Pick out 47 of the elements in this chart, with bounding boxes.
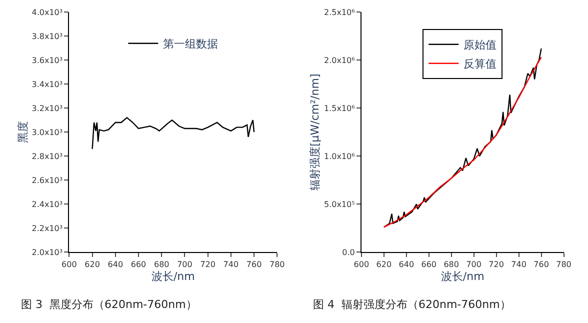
y-tick-label: 2.4x10³ (32, 200, 63, 209)
x-tick-label: 780 (556, 260, 572, 269)
y-tick-label: 2.2x10³ (32, 224, 63, 233)
y-tick-label: 0.0 (342, 248, 355, 257)
y-axis-title: 辐射强度[μW/cm²/nm] (308, 74, 322, 190)
legend-label: 反算值 (464, 58, 497, 71)
y-tick-label: 3.0x10³ (32, 128, 63, 137)
x-tick-label: 700 (466, 260, 482, 269)
y-tick-label: 3.8x10³ (32, 32, 63, 41)
x-tick-label: 740 (511, 260, 526, 269)
y-tick-label: 3.2x10³ (32, 104, 63, 113)
y-tick-label: 4.0x10³ (32, 8, 63, 17)
y-axis-title: 黑度 (16, 121, 30, 144)
x-axis-title: 波长/nm (151, 270, 195, 283)
x-tick-label: 660 (421, 260, 437, 269)
x-tick-label: 600 (62, 260, 77, 269)
line-series (92, 117, 255, 150)
x-tick-label: 740 (223, 260, 239, 269)
y-tick-label: 5.0x10⁵ (324, 200, 355, 209)
x-tick-label: 720 (200, 260, 216, 269)
x-tick-label: 780 (270, 260, 285, 269)
y-tick-label: 2.6x10³ (32, 176, 63, 185)
x-tick-label: 720 (488, 260, 504, 269)
x-tick-label: 600 (354, 260, 370, 269)
caption: 图 4 辐射强度分布（620nm-760nm） (313, 298, 511, 311)
x-tick-label: 680 (444, 260, 459, 269)
legend-label: 原始值 (464, 38, 497, 52)
x-tick-label: 620 (376, 260, 392, 269)
y-tick-label: 2.5x10⁶ (324, 8, 355, 17)
y-tick-label: 2.0x10³ (32, 248, 63, 257)
y-tick-label: 1.5x10⁶ (324, 104, 355, 113)
legend-label: 第一组数据 (163, 38, 218, 51)
y-tick-label: 1.0x10⁶ (324, 152, 355, 161)
x-tick-label: 640 (108, 260, 124, 269)
x-tick-label: 640 (398, 260, 414, 269)
x-tick-label: 660 (130, 260, 146, 269)
x-tick-label: 760 (534, 260, 549, 269)
y-tick-label: 3.4x10³ (32, 80, 63, 89)
x-tick-label: 700 (177, 260, 192, 269)
x-axis-title: 波长/nm (440, 270, 484, 283)
y-tick-label: 3.6x10³ (32, 56, 63, 65)
x-tick-label: 680 (154, 260, 170, 269)
y-tick-label: 2.0x10⁶ (324, 56, 355, 65)
x-tick-label: 760 (246, 260, 262, 269)
y-tick-label: 2.8x10³ (32, 152, 63, 161)
caption: 图 3 黑度分布（620nm-760nm） (21, 298, 197, 311)
x-tick-label: 620 (84, 260, 100, 269)
